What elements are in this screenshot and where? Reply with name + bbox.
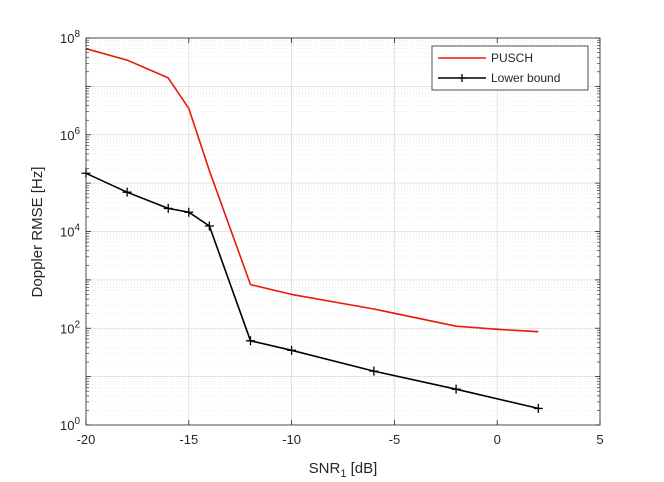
data-point-lower-bound [369, 366, 379, 376]
data-point-lower-bound [533, 403, 543, 413]
x-tick-label: -15 [179, 432, 198, 447]
y-tick-labels: 100 102 104 106 108 [60, 29, 80, 433]
legend-label-pusch: PUSCH [491, 51, 533, 65]
x-tick-label: -5 [389, 432, 401, 447]
y-axis-label: Doppler RMSE [Hz] [29, 167, 46, 298]
x-tick-label: 0 [494, 432, 501, 447]
data-point-lower-bound [163, 203, 173, 213]
y-tick-label: 102 [60, 319, 80, 336]
series-line-lower-bound [85, 172, 539, 410]
x-tick-labels: -20 -15 -10 -5 0 5 [77, 432, 604, 447]
y-tick-label: 104 [60, 223, 80, 240]
y-tick-label: 108 [60, 29, 80, 46]
data-point-lower-bound [245, 336, 255, 346]
legend-box [431, 45, 589, 91]
data-point-lower-bound [287, 345, 297, 355]
legend: PUSCH Lower bound [431, 45, 589, 91]
ticks-layer [85, 37, 601, 426]
data-point-lower-bound [204, 221, 214, 231]
x-axis-label: SNR1 [dB] [309, 460, 378, 480]
x-tick-label: -20 [77, 432, 96, 447]
x-tick-label: -10 [282, 432, 301, 447]
legend-marker-lower-bound [458, 74, 466, 82]
x-tick-label: 5 [596, 432, 603, 447]
series-line-pusch [85, 47, 539, 333]
data-point-lower-bound [184, 207, 194, 217]
y-tick-label: 100 [60, 416, 80, 433]
y-tick-label: 106 [60, 126, 80, 143]
legend-label-lower-bound: Lower bound [491, 71, 560, 85]
data-point-lower-bound [451, 384, 461, 394]
data-point-lower-bound [122, 187, 132, 197]
